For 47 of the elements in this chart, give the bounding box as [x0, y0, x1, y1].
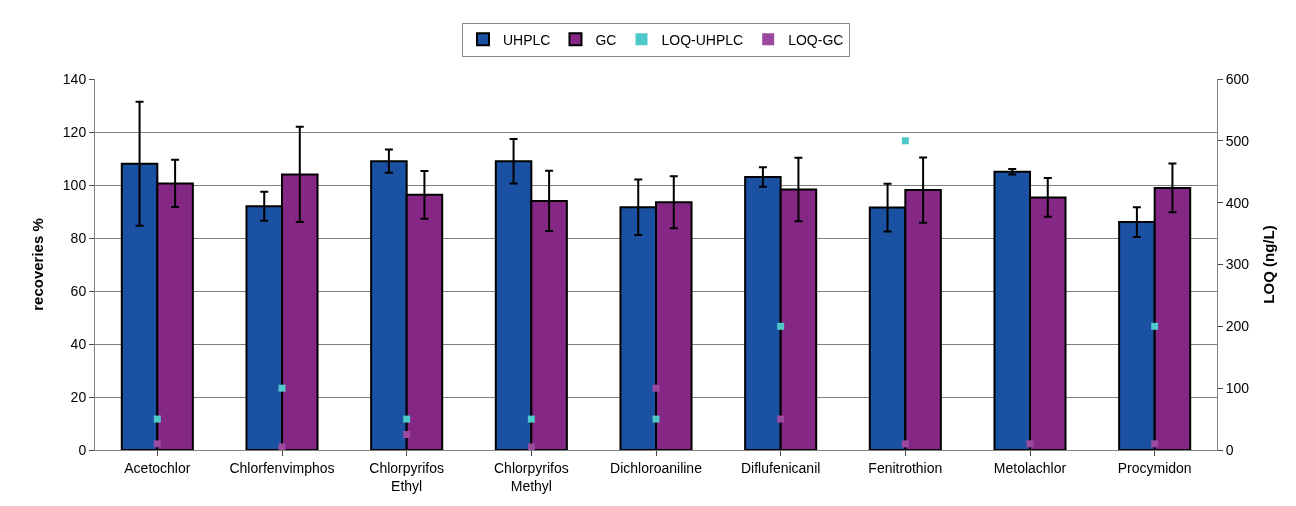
legend-label: LOQ-UHPLC	[661, 31, 744, 48]
legend-label: LOQ-GC	[788, 31, 844, 48]
point	[901, 440, 909, 448]
x-tick-label: Acetochlor	[124, 459, 191, 476]
x-tick-label: Procymidon	[1117, 459, 1192, 476]
y-tick-label: 0	[78, 441, 87, 458]
y2-axis-title: LOQ (ng/L)	[1260, 225, 1278, 304]
x-tick-label: Chlorfenvimphos	[229, 459, 335, 476]
y2-tick-label: 200	[1225, 318, 1250, 335]
point	[153, 440, 161, 448]
y-tick-label: 20	[70, 388, 87, 405]
point	[278, 384, 286, 392]
y2-tick-label: 400	[1225, 194, 1250, 211]
point	[777, 415, 785, 423]
point	[527, 443, 535, 450]
point	[652, 415, 660, 423]
x-tick-label: Diflufenicanil	[740, 459, 821, 476]
y-axis-title: recoveries %	[29, 218, 47, 311]
legend-label: GC	[595, 31, 617, 48]
y-tick-label: 120	[62, 123, 87, 140]
legend-label: UHPLC	[503, 31, 551, 48]
x-tick-label: Dichloroaniline	[610, 459, 703, 476]
y2-tick-label: 0	[1225, 441, 1234, 458]
y2-tick-label: 300	[1225, 256, 1250, 273]
y-tick-label: 60	[70, 282, 87, 299]
x-tick-label: Chlorpyrifos Methyl	[493, 459, 569, 494]
y-tick-label: 140	[62, 70, 87, 87]
x-tick-label: Metolachlor	[993, 459, 1067, 476]
point	[527, 415, 535, 423]
y-tick-label: 100	[62, 176, 87, 193]
x-tick-label: Fenitrothion	[868, 459, 943, 476]
point	[777, 322, 785, 330]
x-tick-label: Chlorpyrifos Ethyl	[369, 459, 445, 494]
y2-tick-label: 500	[1225, 132, 1250, 149]
point	[1151, 440, 1159, 448]
y-tick-label: 40	[70, 335, 87, 352]
point	[652, 384, 660, 392]
point	[403, 415, 411, 423]
point	[403, 431, 411, 439]
point	[901, 137, 909, 145]
y2-tick-label: 100	[1225, 380, 1250, 397]
point	[1151, 322, 1159, 330]
point	[1026, 440, 1034, 448]
point	[278, 443, 286, 450]
point	[153, 415, 161, 423]
y-tick-label: 80	[70, 229, 87, 246]
y2-tick-label: 600	[1225, 70, 1250, 87]
